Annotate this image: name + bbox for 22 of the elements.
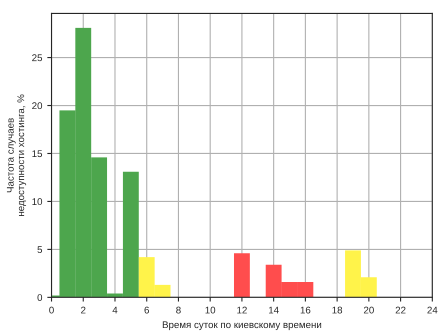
x-tick-label: 6 [144,306,149,314]
y-tick-label: 5 [37,246,42,254]
bar [234,253,250,298]
x-tick-label: 12 [237,306,247,314]
x-tick-label: 10 [206,306,216,314]
x-tick-label: 8 [176,306,181,314]
x-tick-label: 20 [364,306,374,314]
x-tick-label: 18 [332,306,342,314]
y-tick-label: 0 [37,294,42,301]
x-tick-label: 14 [268,306,279,314]
y-tick-label: 10 [32,198,42,206]
x-tick-label: 22 [396,306,406,314]
x-axis-title: Время суток по киевскому времени [162,321,322,330]
y-tick-label: 15 [32,150,42,158]
y-tick-label: 20 [32,102,42,110]
x-tick-label: 16 [300,306,310,314]
x-tick-label: 2 [81,306,86,314]
x-tick-label: 4 [112,306,118,314]
x-tick-label: 24 [427,306,438,314]
y-tick-label: 25 [32,54,42,62]
x-tick-label: 0 [49,306,54,314]
y-axis-title: Частота случаев недоступности хостинга, % [6,94,26,216]
